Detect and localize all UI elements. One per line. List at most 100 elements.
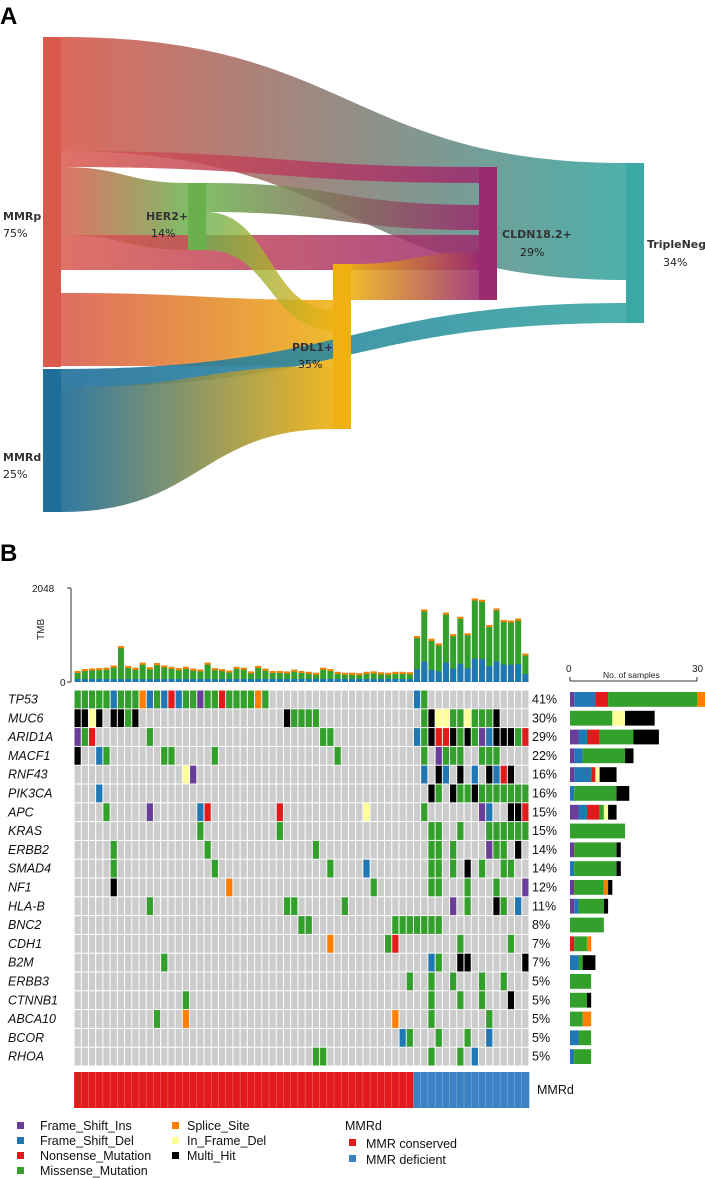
- mutation-cell: [500, 972, 507, 991]
- grid-cell: [450, 934, 457, 953]
- grid-cell: [377, 897, 385, 916]
- mutation-cell: [515, 840, 522, 859]
- grid-cell: [312, 972, 320, 991]
- tmb-bar-cap: [356, 673, 363, 676]
- grid-cell: [197, 1028, 204, 1047]
- mutation-cell: [81, 690, 88, 709]
- grid-cell: [117, 972, 125, 991]
- grid-cell: [88, 1010, 96, 1028]
- tmb-bar-cap: [349, 672, 356, 675]
- grid-cell: [182, 803, 190, 822]
- gene-percent: 41%: [532, 693, 557, 707]
- tmb-bar-cap: [522, 653, 529, 656]
- grid-cell: [153, 991, 161, 1010]
- tmb-axis-label: TMB: [36, 619, 47, 640]
- grid-cell: [96, 878, 103, 897]
- mutation-cell: [88, 709, 96, 728]
- mutation-cell: [276, 803, 283, 822]
- grid-cell: [81, 897, 88, 916]
- grid-cell: [291, 746, 298, 765]
- grid-cell: [110, 916, 117, 934]
- mmr-track-cell: [139, 1072, 147, 1108]
- grid-cell: [421, 878, 428, 897]
- tmb-bar-cap: [341, 672, 348, 675]
- grid-cell: [522, 972, 529, 991]
- grid-cell: [175, 897, 182, 916]
- grid-cell: [435, 934, 442, 953]
- node-label-triple: TripleNeg: [647, 238, 705, 251]
- grid-cell: [348, 784, 356, 803]
- tmb-bar-cap: [284, 671, 291, 674]
- tmb-bar-cap: [132, 667, 139, 670]
- mutation-cell: [493, 784, 500, 803]
- grid-cell: [500, 1010, 507, 1028]
- grid-cell: [139, 746, 146, 765]
- grid-cell: [334, 822, 341, 840]
- mutation-cell: [500, 765, 507, 784]
- grid-cell: [399, 784, 406, 803]
- tmb-bar-base: [377, 679, 384, 682]
- grid-cell: [370, 1047, 377, 1066]
- tmb-bar-cap: [219, 669, 226, 672]
- grid-cell: [255, 897, 262, 916]
- grid-cell: [486, 972, 493, 991]
- mutation-cell: [428, 822, 435, 840]
- side-bar-segment: [586, 992, 592, 1008]
- gene-percent: 16%: [532, 787, 557, 801]
- legend-swatch-frame-shift-ins: [17, 1122, 24, 1129]
- grid-cell: [269, 784, 276, 803]
- grid-cell: [283, 746, 291, 765]
- grid-cell: [117, 765, 125, 784]
- mmr-track-cell: [117, 1072, 125, 1108]
- grid-cell: [74, 878, 81, 897]
- tmb-bar: [89, 668, 96, 682]
- grid-cell: [406, 803, 413, 822]
- legend-swatch-frame-shift-del: [17, 1137, 24, 1144]
- mutation-cell: [478, 709, 486, 728]
- grid-cell: [478, 822, 486, 840]
- mutation-cell: [507, 765, 515, 784]
- mutation-cell: [182, 765, 190, 784]
- grid-cell: [515, 690, 522, 709]
- grid-cell: [507, 1047, 515, 1066]
- gene-percent: 12%: [532, 881, 557, 895]
- mmr-track-cell: [160, 1072, 169, 1108]
- tmb-bar: [385, 672, 392, 682]
- tmb-bar: [117, 646, 124, 682]
- grid-cell: [81, 953, 88, 972]
- mutation-cell: [218, 690, 226, 709]
- mmr-track-cell: [211, 1072, 219, 1108]
- mutation-cell: [182, 991, 190, 1010]
- grid-cell: [435, 1047, 442, 1066]
- grid-cell: [298, 953, 305, 972]
- grid-cell: [175, 822, 182, 840]
- grid-cell: [88, 991, 96, 1010]
- mutation-cell: [421, 728, 428, 746]
- grid-cell: [247, 878, 255, 897]
- mutation-cell: [247, 690, 255, 709]
- gene-label: MUC6: [8, 711, 43, 725]
- mmr-track-cell: [81, 1072, 89, 1108]
- grid-cell: [392, 784, 399, 803]
- grid-cell: [146, 1047, 153, 1066]
- grid-cell: [125, 897, 132, 916]
- grid-cell: [500, 1028, 507, 1047]
- grid-cell: [125, 1047, 132, 1066]
- mutation-cell: [464, 709, 471, 728]
- tmb-bar: [421, 609, 428, 682]
- grid-cell: [146, 840, 153, 859]
- mutation-cell: [442, 765, 450, 784]
- tmb-bar: [334, 671, 341, 682]
- grid-cell: [233, 822, 240, 840]
- grid-cell: [298, 878, 305, 897]
- mutation-cell: [197, 822, 204, 840]
- mutation-cell: [182, 1010, 190, 1028]
- side-bar-segment: [570, 1049, 575, 1064]
- side-bar-segment: [603, 898, 609, 914]
- grid-cell: [262, 822, 269, 840]
- grid-cell: [442, 840, 450, 859]
- grid-cell: [515, 765, 522, 784]
- grid-cell: [341, 746, 348, 765]
- grid-cell: [255, 916, 262, 934]
- link-mmrp-cldn: [61, 235, 479, 270]
